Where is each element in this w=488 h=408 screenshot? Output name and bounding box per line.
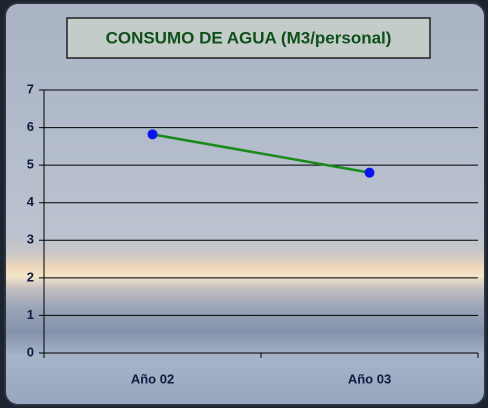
y-tick-label: 4 <box>27 194 35 209</box>
page: {"chart_data": {"type": "line", "title":… <box>0 0 488 408</box>
x-tick-label: Año 02 <box>131 371 174 386</box>
marker <box>365 168 375 178</box>
y-tick-label: 2 <box>27 269 34 284</box>
x-tick-label: Año 03 <box>348 371 391 386</box>
marker <box>148 129 158 139</box>
y-tick-label: 1 <box>27 307 34 322</box>
y-tick-label: 0 <box>27 344 34 359</box>
y-tick-label: 5 <box>27 157 34 172</box>
y-tick-label: 6 <box>27 119 34 134</box>
line <box>153 134 370 172</box>
y-tick-label: 3 <box>27 232 34 247</box>
chart: CONSUMO DE AGUA (M3/personal) 0 1 2 3 4 5 6 7 Añ… <box>0 0 488 408</box>
chart-title: CONSUMO DE AGUA (M3/personal) <box>106 28 392 47</box>
y-tick-label: 7 <box>27 81 34 96</box>
